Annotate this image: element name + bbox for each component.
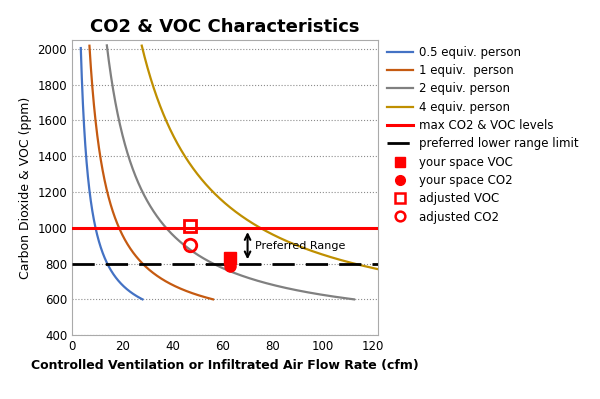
1 equiv.  person: [169, 282, 176, 287]
2 equiv. person: [220, 266, 227, 271]
1 equiv.  person: [178, 286, 185, 291]
2 equiv. person: [196, 254, 203, 259]
Line: 0.5 equiv. person: 0.5 equiv. person: [81, 48, 142, 299]
4 equiv. person: [173, 141, 181, 146]
Legend: 0.5 equiv. person, 1 equiv.  person, 2 equiv. person, 4 equiv. person, max CO2 &: 0.5 equiv. person, 1 equiv. person, 2 eq…: [387, 46, 578, 223]
1 equiv.  person: [92, 123, 100, 128]
Line: 4 equiv. person: 4 equiv. person: [142, 45, 378, 269]
4 equiv. person: [308, 248, 315, 253]
1 equiv.  person: [110, 212, 118, 217]
4 equiv. person: [317, 251, 324, 256]
2 equiv. person: [159, 221, 166, 226]
2 equiv. person: [350, 297, 358, 302]
2 equiv. person: [150, 209, 157, 213]
0.5 equiv. person: [77, 45, 85, 50]
4 equiv. person: [138, 43, 145, 48]
X-axis label: Controlled Ventilation or Infiltrated Air Flow Rate (cfm): Controlled Ventilation or Infiltrated Ai…: [31, 359, 419, 371]
0.5 equiv. person: [110, 272, 117, 277]
Text: Preferred Range: Preferred Range: [255, 241, 346, 251]
0.5 equiv. person: [89, 209, 96, 214]
4 equiv. person: [148, 79, 155, 84]
1 equiv.  person: [152, 273, 160, 277]
0.5 equiv. person: [81, 136, 88, 141]
Title: CO2 & VOC Characteristics: CO2 & VOC Characteristics: [90, 18, 360, 36]
1 equiv.  person: [86, 43, 93, 48]
0.5 equiv. person: [139, 297, 146, 302]
Y-axis label: Carbon Dioxide & VOC (ppm): Carbon Dioxide & VOC (ppm): [19, 97, 32, 279]
2 equiv. person: [209, 261, 217, 266]
4 equiv. person: [374, 267, 382, 272]
1 equiv.  person: [209, 297, 217, 302]
1 equiv.  person: [194, 292, 201, 297]
0.5 equiv. person: [94, 235, 101, 239]
4 equiv. person: [173, 140, 181, 145]
2 equiv. person: [201, 257, 208, 261]
2 equiv. person: [103, 43, 110, 48]
4 equiv. person: [321, 253, 328, 257]
0.5 equiv. person: [85, 185, 92, 190]
Line: 1 equiv.  person: 1 equiv. person: [89, 46, 213, 299]
Line: 2 equiv. person: 2 equiv. person: [107, 45, 354, 299]
0.5 equiv. person: [91, 222, 98, 227]
